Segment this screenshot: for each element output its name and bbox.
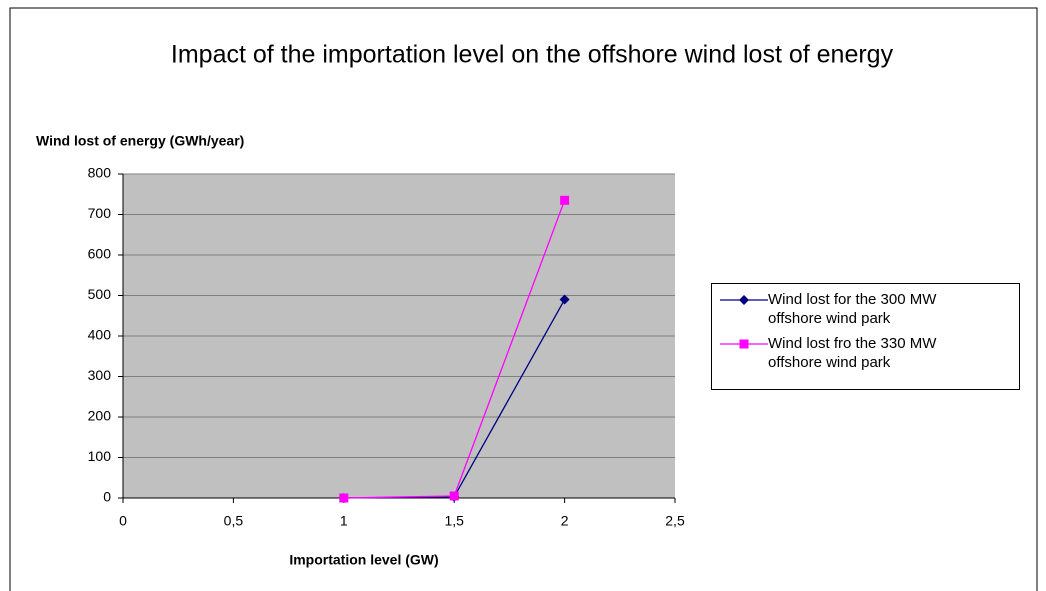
legend: Wind lost for the 300 MW offshore wind p…: [711, 283, 1020, 390]
marker: [560, 195, 570, 205]
legend-label: Wind lost for the 300 MW offshore wind p…: [768, 291, 937, 327]
legend-swatch: [720, 295, 768, 305]
y-tick-label: 100: [88, 448, 112, 464]
y-tick-label: 700: [88, 205, 112, 221]
y-tick-label: 200: [88, 408, 112, 424]
y-tick-label: 0: [103, 489, 111, 505]
legend-label: Wind lost fro the 330 MW offshore wind p…: [768, 335, 937, 371]
legend-swatch: [720, 339, 768, 349]
x-tick-label: 1: [340, 513, 348, 529]
marker: [339, 493, 349, 503]
marker: [739, 339, 749, 349]
y-axis-label: Wind lost of energy (GWh/year): [36, 133, 244, 149]
y-tick-label: 800: [88, 165, 112, 181]
y-tick-label: 600: [88, 246, 112, 262]
marker: [449, 491, 459, 501]
chart-title: Impact of the importation level on the o…: [171, 41, 894, 69]
x-tick-label: 0: [119, 513, 127, 529]
legend-item: Wind lost fro the 330 MW offshore wind p…: [718, 334, 1013, 372]
marker: [739, 295, 749, 305]
x-tick-label: 2,5: [665, 513, 685, 529]
chart-frame: [9, 7, 1038, 591]
x-tick-label: 2: [561, 513, 569, 529]
y-tick-label: 500: [88, 286, 112, 302]
y-tick-label: 300: [88, 367, 112, 383]
legend-item: Wind lost for the 300 MW offshore wind p…: [718, 290, 1013, 328]
x-tick-label: 1,5: [444, 513, 464, 529]
x-tick-label: 0,5: [224, 513, 244, 529]
y-tick-label: 400: [88, 327, 112, 343]
marker: [559, 294, 570, 305]
x-axis-label: Importation level (GW): [289, 552, 438, 568]
